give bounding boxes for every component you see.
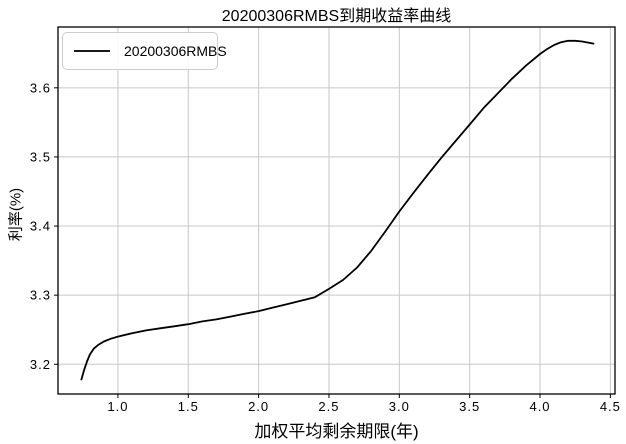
x-tick-label: 4.5	[600, 399, 621, 414]
y-tick-label: 3.3	[30, 288, 51, 303]
x-tick-label: 3.0	[389, 399, 410, 414]
x-tick-label: 3.5	[459, 399, 480, 414]
y-tick-label: 3.2	[30, 357, 51, 372]
plot-border	[57, 26, 616, 395]
chart-title: 20200306RMBS到期收益率曲线	[221, 8, 452, 25]
y-tick-label: 3.6	[30, 80, 51, 95]
legend-label: 20200306RMBS	[124, 43, 227, 59]
series-line-20200306RMBS	[80, 39, 595, 381]
legend-line-sample	[74, 50, 110, 52]
x-tick-label: 4.0	[529, 399, 550, 414]
x-tick-label: 1.5	[178, 399, 199, 414]
legend: 20200306RMBS	[62, 32, 227, 70]
x-tick-label: 2.0	[248, 399, 269, 414]
x-tick-label: 2.5	[318, 399, 339, 414]
y-tick-label: 3.4	[30, 219, 51, 234]
x-axis-label: 加权平均剩余期限(年)	[254, 422, 419, 441]
y-axis-label: 利率(%)	[7, 187, 25, 242]
y-tick-label: 3.5	[30, 149, 51, 164]
x-tick-label: 1.0	[107, 399, 128, 414]
